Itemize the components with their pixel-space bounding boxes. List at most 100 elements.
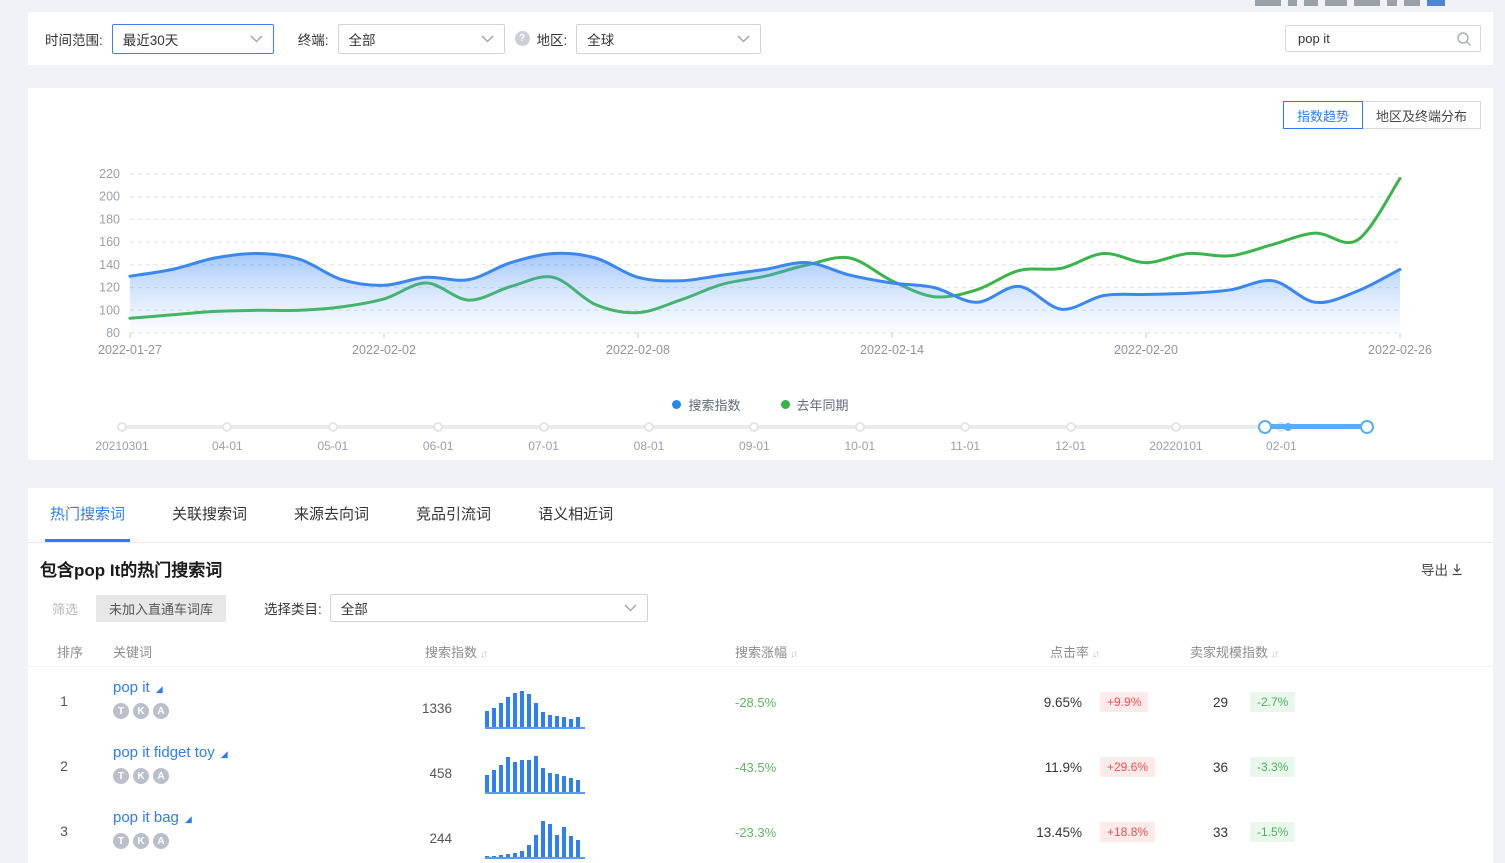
svg-text:160: 160 xyxy=(99,235,120,249)
sort-icon[interactable]: ↓↑ xyxy=(1092,649,1100,660)
search-box[interactable] xyxy=(1285,25,1481,52)
sort-icon[interactable]: ↓↑ xyxy=(790,649,798,660)
timeline-label: 20220101 xyxy=(1149,439,1203,453)
svg-text:80: 80 xyxy=(106,326,120,340)
legend-search-index[interactable]: 搜索指数 xyxy=(672,395,741,414)
badge-k-icon: K xyxy=(133,833,149,849)
svg-text:180: 180 xyxy=(99,212,120,226)
timeline-node[interactable] xyxy=(433,422,444,432)
svg-text:100: 100 xyxy=(99,303,120,317)
header-ctr[interactable]: 点击率 ↓↑ xyxy=(1050,645,1100,660)
chevron-down-icon xyxy=(624,604,637,612)
timeline-handle-right[interactable] xyxy=(1360,420,1374,434)
timeline-node[interactable] xyxy=(854,422,865,432)
svg-text:2022-02-20: 2022-02-20 xyxy=(1114,343,1178,357)
legend-label: 搜索指数 xyxy=(688,398,741,413)
trend-chart-svg: 80 100 120 140 160 180 200 220 2022-01-27 2022-02… xyxy=(98,167,1432,357)
chevron-down-icon xyxy=(250,35,263,42)
ctr-value: 13.45% xyxy=(1036,825,1082,840)
expand-triangle-icon[interactable]: ◢ xyxy=(184,814,192,824)
search-index-value: 244 xyxy=(429,831,452,846)
timeline-node[interactable] xyxy=(960,422,971,432)
help-icon[interactable]: ? xyxy=(514,31,530,46)
chevron-down-icon xyxy=(737,35,750,42)
keyword-link[interactable]: pop it ◢ xyxy=(113,679,163,696)
trend-card: 指数趋势 地区及终端分布 80 100 120 140 160 180 200 220 2022… xyxy=(28,88,1493,460)
header-search-change[interactable]: 搜索涨幅 ↓↑ xyxy=(735,645,798,660)
search-change-value: -23.3% xyxy=(735,825,777,840)
filter-ztc-button[interactable]: 未加入直通车词库 xyxy=(96,594,227,622)
timeline-node[interactable] xyxy=(749,422,760,432)
timeline-node[interactable] xyxy=(538,422,549,432)
tab-competitor-traffic-words[interactable]: 竞品引流词 xyxy=(411,488,496,542)
region-select[interactable]: 全球 xyxy=(576,23,762,54)
svg-text:2022-02-26: 2022-02-26 xyxy=(1368,343,1432,357)
timeline-track[interactable] xyxy=(122,425,1367,429)
badge-t-icon: T xyxy=(113,703,129,719)
keyword-link[interactable]: pop it bag ◢ xyxy=(113,809,192,826)
category-select[interactable]: 全部 xyxy=(329,594,648,622)
sort-icon[interactable]: ↓↑ xyxy=(480,649,488,660)
ctr-change-badge: +29.6% xyxy=(1100,757,1156,777)
filter-label: 筛选 xyxy=(52,601,79,617)
section-title: 包含pop It的热门搜索词 xyxy=(40,561,223,580)
timeline-label: 11-01 xyxy=(950,439,981,453)
time-range-label: 时间范围: xyxy=(45,32,103,48)
expand-triangle-icon[interactable]: ◢ xyxy=(220,749,228,759)
seller-change-badge: -1.5% xyxy=(1250,822,1296,842)
badge-k-icon: K xyxy=(133,703,149,719)
toggle-index-trend[interactable]: 指数趋势 xyxy=(1282,101,1363,129)
seller-change-badge: -3.3% xyxy=(1250,757,1296,777)
timeline-node[interactable] xyxy=(222,422,233,432)
filter-bar: 时间范围: 最近30天 终端: 全部 ? 地区: 全球 xyxy=(28,12,1493,65)
keyword-link[interactable]: pop it fidget toy ◢ xyxy=(113,744,228,761)
timeline-node[interactable] xyxy=(327,422,338,432)
table-row: 1 pop it ◢ T K A 1336 -28.5% 9.65% +9.9% 29 -2.7% xyxy=(28,667,1493,732)
table-row: 2 pop it fidget toy ◢ T K A 458 -43.5% 11.9% +29.… xyxy=(28,732,1493,797)
download-icon xyxy=(1452,563,1462,575)
timeline-node[interactable] xyxy=(644,422,654,432)
keywords-card: 热门搜索词 关联搜索词 来源去向词 竞品引流词 语义相近词 包含pop It的热… xyxy=(28,488,1493,863)
header-rank: 排序 xyxy=(57,645,84,660)
badge-k-icon: K xyxy=(133,768,149,784)
category-label: 选择类目: xyxy=(264,602,322,617)
tab-semantic-similar-words[interactable]: 语义相近词 xyxy=(533,488,618,542)
search-index-sparkline xyxy=(485,752,585,794)
expand-triangle-icon[interactable]: ◢ xyxy=(155,684,163,694)
search-input[interactable] xyxy=(1296,30,1456,47)
search-icon[interactable] xyxy=(1456,31,1472,47)
seller-change-badge: -2.7% xyxy=(1250,692,1296,712)
tab-label: 语义相近词 xyxy=(538,506,614,523)
table-filter-row: 筛选 未加入直通车词库 选择类目: 全部 xyxy=(28,594,1493,622)
sort-icon[interactable]: ↓↑ xyxy=(1271,649,1279,660)
header-seller-index[interactable]: 卖家规模指数 ↓↑ xyxy=(1190,645,1279,660)
badge-t-icon: T xyxy=(113,833,129,849)
time-range-select[interactable]: 最近30天 xyxy=(111,23,274,54)
legend-last-year[interactable]: 去年同期 xyxy=(780,395,849,414)
timeline-node[interactable] xyxy=(117,422,127,432)
keyword-table-body: 1 pop it ◢ T K A 1336 -28.5% 9.65% +9.9% 29 -2.7% 2 p… xyxy=(28,667,1493,862)
timeline-slider[interactable]: 20210301 04-01 05-01 06-01 07-01 08-01 09-01 10… xyxy=(28,417,1493,459)
timeline-node[interactable] xyxy=(1065,422,1076,432)
timeline-label: 20210301 xyxy=(95,439,149,453)
search-change-value: -28.5% xyxy=(735,695,777,710)
timeline-label: 06-01 xyxy=(422,439,454,453)
timeline-selected-range[interactable] xyxy=(1265,424,1367,429)
keyword-cell: pop it fidget toy ◢ T K A xyxy=(113,744,228,784)
timeline-node[interactable] xyxy=(1171,422,1181,432)
search-change-value: -43.5% xyxy=(735,760,777,775)
tab-label: 关联搜索词 xyxy=(172,506,248,523)
header-search-index[interactable]: 搜索指数 ↓↑ xyxy=(425,645,488,660)
terminal-select[interactable]: 全部 xyxy=(337,23,505,54)
svg-text:120: 120 xyxy=(99,281,120,295)
export-button[interactable]: 导出 xyxy=(1421,559,1463,579)
tab-related-search-words[interactable]: 关联搜索词 xyxy=(167,488,252,542)
timeline-label: 10-01 xyxy=(844,439,876,453)
search-index-sparkline xyxy=(485,687,585,729)
timeline-handle-left[interactable] xyxy=(1258,420,1272,434)
toggle-region-distribution[interactable]: 地区及终端分布 xyxy=(1361,101,1481,129)
tab-source-destination-words[interactable]: 来源去向词 xyxy=(289,488,374,542)
tab-hot-search-words[interactable]: 热门搜索词 xyxy=(45,488,131,542)
